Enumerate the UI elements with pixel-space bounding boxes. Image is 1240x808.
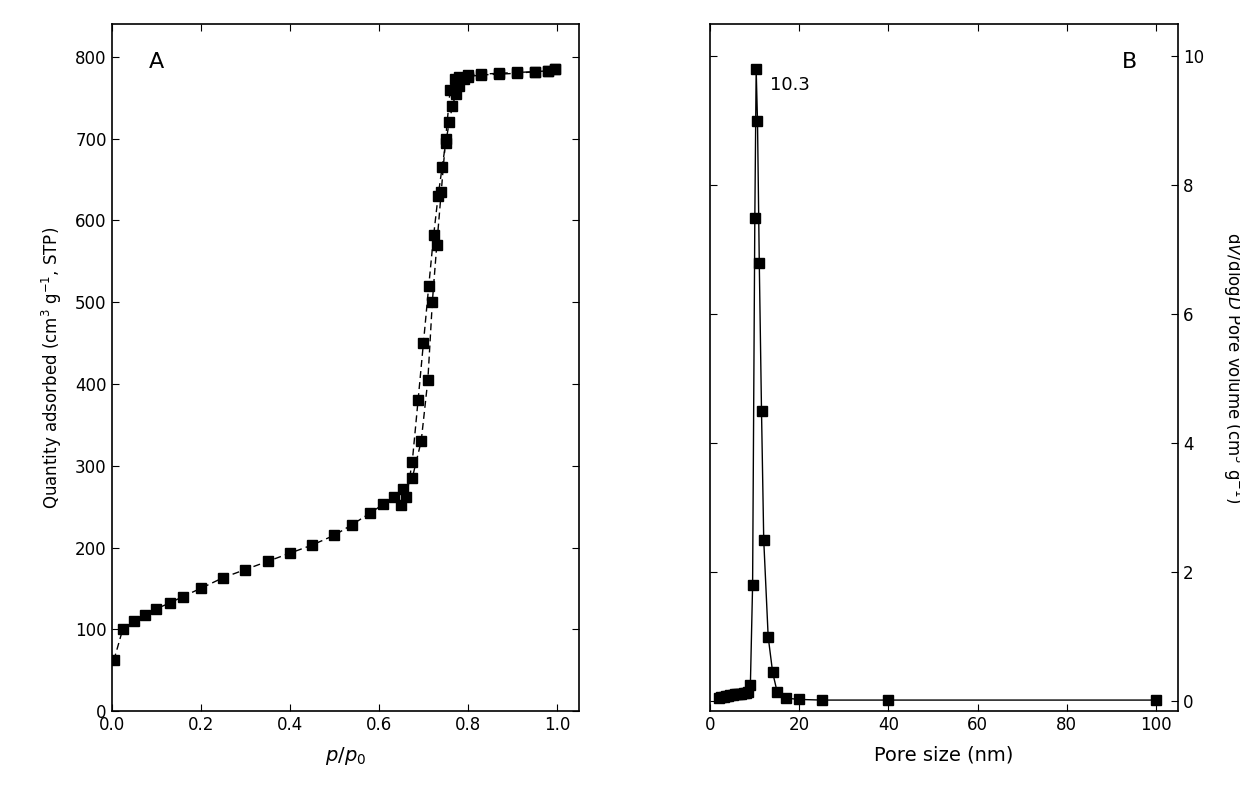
Y-axis label: d$V$/dlog$D$ Pore volume (cm$^3$ g$^{-1}$): d$V$/dlog$D$ Pore volume (cm$^3$ g$^{-1}…: [1220, 232, 1240, 503]
Y-axis label: Quantity adsorbed (cm$^3$ g$^{-1}$, STP): Quantity adsorbed (cm$^3$ g$^{-1}$, STP): [40, 226, 64, 509]
Text: 10.3: 10.3: [770, 76, 810, 94]
Text: B: B: [1122, 52, 1137, 72]
X-axis label: Pore size (nm): Pore size (nm): [874, 745, 1014, 764]
X-axis label: $p/p_0$: $p/p_0$: [325, 745, 366, 767]
Text: A: A: [149, 52, 164, 72]
